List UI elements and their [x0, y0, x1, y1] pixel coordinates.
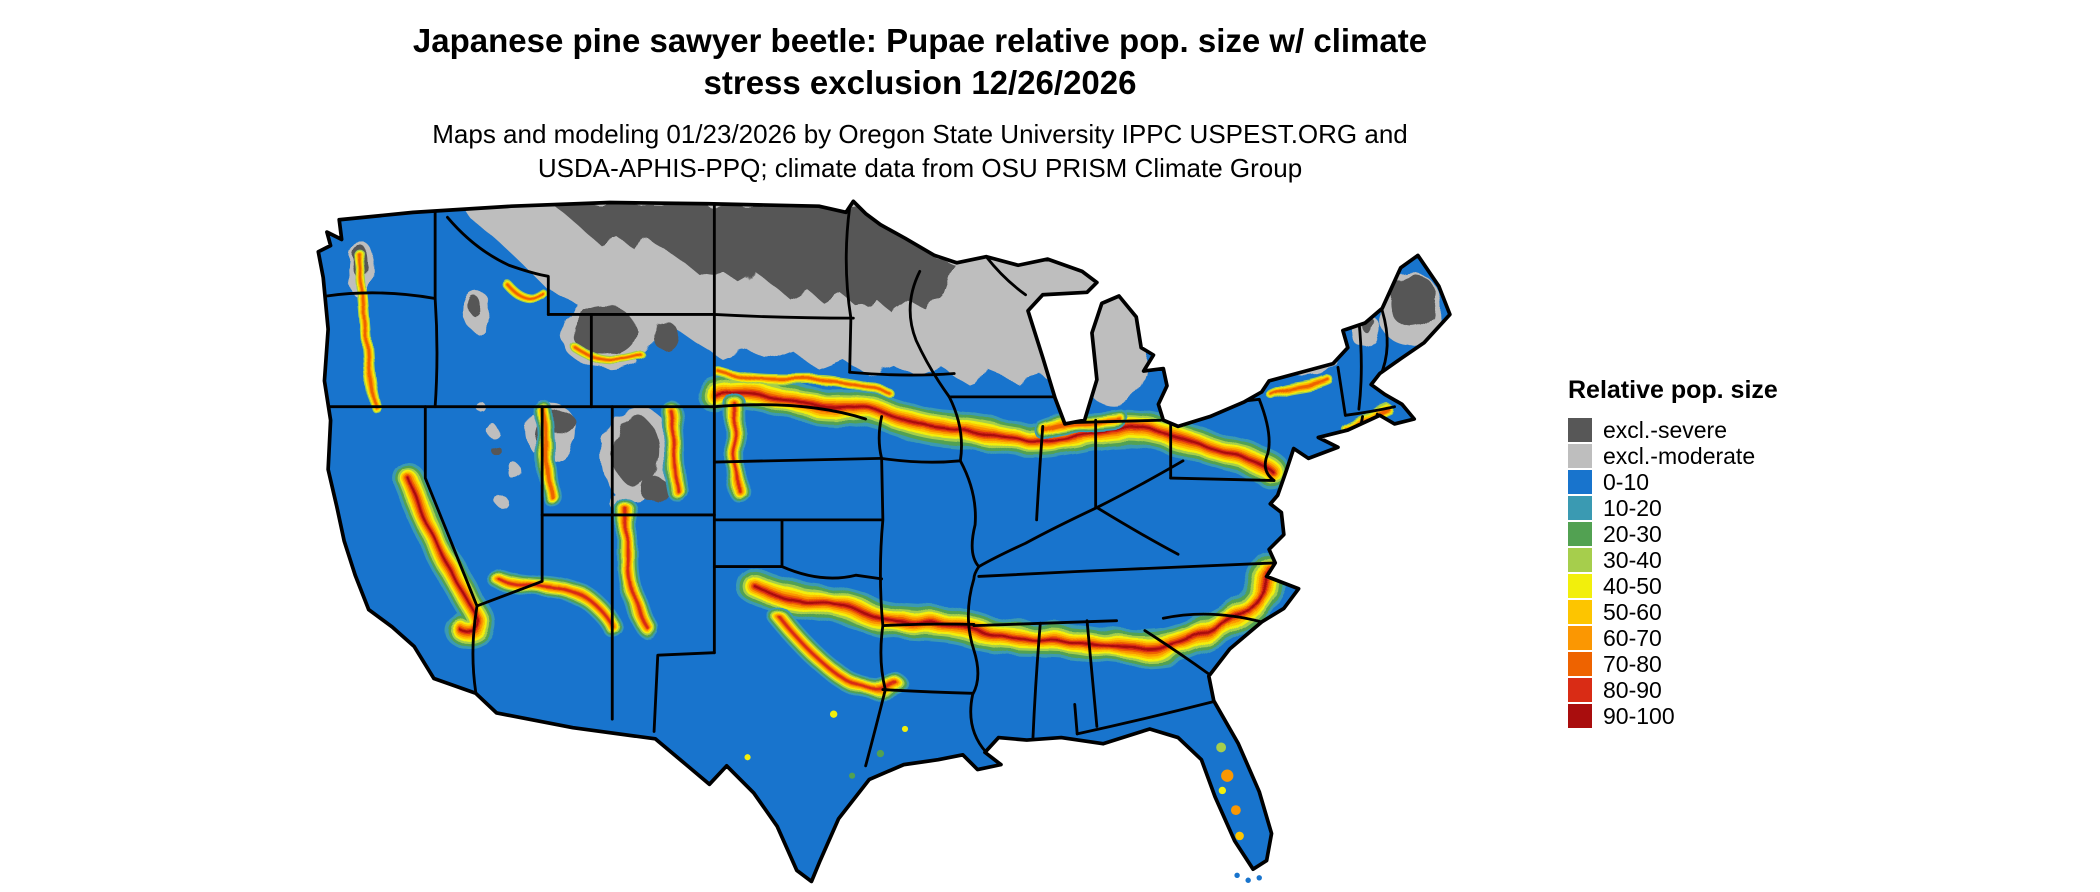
legend-items: excl.-severe excl.-moderate 0-10 10-20 20-30…: [1568, 417, 1778, 729]
legend-item-label: 30-40: [1603, 546, 1662, 573]
florida-keys: [1234, 872, 1262, 883]
legend-item: 40-50: [1568, 573, 1778, 599]
legend-item: 30-40: [1568, 547, 1778, 573]
legend-item-label: excl.-moderate: [1603, 442, 1756, 469]
legend-item: excl.-moderate: [1568, 443, 1778, 469]
map-title-line2: stress exclusion 12/26/2026: [703, 64, 1137, 102]
legend-swatch: [1568, 496, 1592, 520]
legend-item-label: 10-20: [1603, 494, 1662, 521]
legend-swatch: [1568, 574, 1592, 598]
legend-item-label: 40-50: [1603, 572, 1662, 599]
legend-item-label: 70-80: [1603, 650, 1662, 677]
legend-item: 20-30: [1568, 521, 1778, 547]
map-title-line1: Japanese pine sawyer beetle: Pupae relat…: [412, 22, 1428, 59]
legend-item: 70-80: [1568, 651, 1778, 677]
map-attribution: Maps and modeling 01/23/2026 by Oregon S…: [0, 118, 1840, 186]
legend-swatch: [1568, 678, 1592, 702]
legend-swatch: [1568, 522, 1592, 546]
map-title: Japanese pine sawyer beetle: Pupae relat…: [0, 20, 1840, 104]
legend-item-label: 50-60: [1603, 598, 1662, 625]
legend-swatch: [1568, 470, 1592, 494]
map-attribution-line1: Maps and modeling 01/23/2026 by Oregon S…: [432, 119, 1408, 149]
legend-title: Relative pop. size: [1568, 376, 1778, 404]
state-borders: [325, 203, 1396, 768]
legend-swatch: [1568, 600, 1592, 624]
map-attribution-line2: USDA-APHIS-PPQ; climate data from OSU PR…: [537, 152, 1303, 183]
legend-swatch: [1568, 652, 1592, 676]
legend-item: 0-10: [1568, 469, 1778, 495]
legend-item-label: 20-30: [1603, 520, 1662, 547]
legend-item: 90-100: [1568, 703, 1778, 729]
legend-item-label: excl.-severe: [1603, 416, 1727, 443]
legend-item: excl.-severe: [1568, 417, 1778, 443]
legend-item: 50-60: [1568, 599, 1778, 625]
legend-swatch: [1568, 418, 1592, 442]
legend-swatch: [1568, 704, 1592, 728]
legend-swatch: [1568, 626, 1592, 650]
exclusion-severe-layer: [352, 202, 1438, 506]
legend-swatch: [1568, 548, 1592, 572]
legend-item-label: 90-100: [1603, 702, 1675, 729]
legend-item-label: 0-10: [1603, 468, 1650, 495]
legend-item: 60-70: [1568, 625, 1778, 651]
legend-swatch: [1568, 444, 1592, 468]
legend-item: 10-20: [1568, 495, 1778, 521]
legend-item-label: 60-70: [1603, 624, 1662, 651]
legend-item-label: 80-90: [1603, 676, 1662, 703]
raster-specks: [744, 710, 1244, 841]
legend: Relative pop. size excl.-severe excl.-mod…: [1568, 376, 1778, 729]
legend-item: 80-90: [1568, 677, 1778, 703]
us-map-svg: [316, 199, 1452, 884]
us-map: [290, 196, 1520, 888]
